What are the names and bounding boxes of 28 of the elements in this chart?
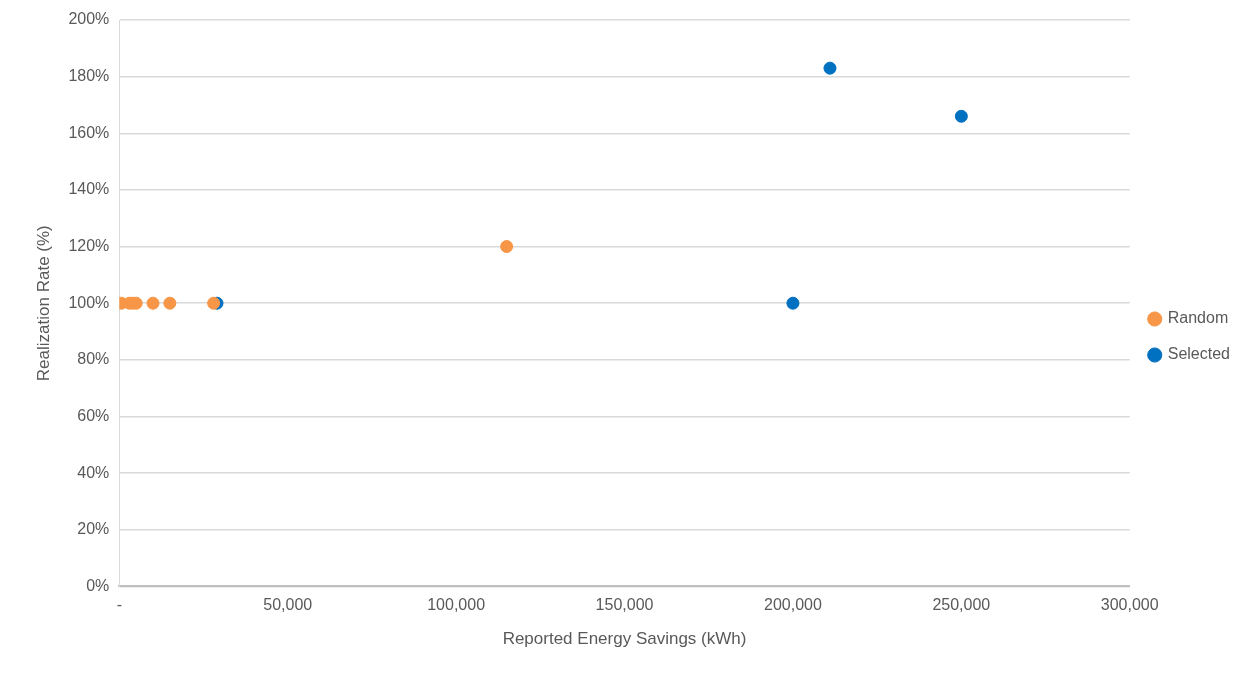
y-tick-label: 40% xyxy=(77,463,110,481)
y-tick-label: 20% xyxy=(77,520,110,538)
x-tick-label: 300,000 xyxy=(1100,596,1159,614)
legend-label: Selected xyxy=(1167,345,1230,363)
y-axis-title: Realization Rate (%) xyxy=(33,225,53,382)
y-tick-label: 80% xyxy=(77,350,110,368)
legend-label: Random xyxy=(1167,309,1229,327)
y-tick-label: 180% xyxy=(68,67,110,85)
x-tick-label: - xyxy=(116,596,122,614)
y-tick-label: 160% xyxy=(68,123,110,141)
point xyxy=(823,61,837,75)
x-tick-label: 50,000 xyxy=(263,596,313,614)
point xyxy=(146,296,160,310)
y-tick-label: 120% xyxy=(68,236,110,254)
x-axis-title: Reported Energy Savings (kWh) xyxy=(502,629,747,649)
y-tick-label: 0% xyxy=(86,576,110,594)
point xyxy=(500,240,514,254)
x-tick-label: 200,000 xyxy=(764,596,822,614)
y-tick-label: 100% xyxy=(68,293,110,311)
point xyxy=(163,296,177,310)
point xyxy=(786,296,800,310)
y-tick-label: 200% xyxy=(68,10,110,28)
point xyxy=(954,109,968,123)
x-tick-label: 150,000 xyxy=(595,596,654,614)
x-tick-label: 100,000 xyxy=(427,596,486,614)
x-tick-label: 250,000 xyxy=(932,596,991,614)
y-tick-label: 60% xyxy=(77,406,110,424)
y-tick-label: 140% xyxy=(68,180,110,198)
